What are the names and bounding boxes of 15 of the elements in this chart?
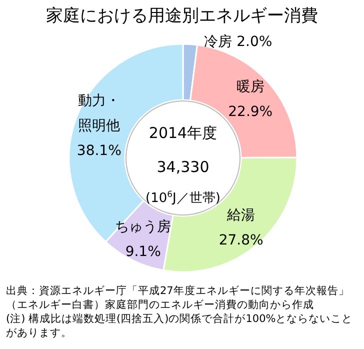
data-label: 38.1% bbox=[76, 143, 122, 160]
slice-label: ちゅう房 bbox=[115, 219, 172, 236]
text: (10$^{6}$J／世帯) bbox=[146, 189, 220, 206]
slice-label: 動力・照明他 bbox=[78, 93, 120, 134]
data-label: 22.9% bbox=[228, 104, 273, 120]
slice-label: 暖房 bbox=[236, 78, 264, 95]
text: (注) 構成比は端数処理(四捨五入)の関係で合計が100%とならないことがあります。 bbox=[6, 312, 354, 340]
slice-label: 給湯 bbox=[226, 207, 256, 224]
data-label: 9.1% bbox=[125, 244, 161, 260]
text: 2014年度 bbox=[148, 124, 218, 142]
data-label: 27.8% bbox=[218, 232, 264, 248]
chart-title: 家庭における用途別エネルギー消費 bbox=[46, 6, 318, 26]
text: 34,330 bbox=[156, 158, 210, 176]
slice-label: 冷房 2.0% bbox=[204, 34, 272, 50]
source-note: 出典：資源エネルギー庁「平成27年度エネルギーに関する年次報告」（エネルギー白書）家庭部門のエネルギー消費の動向から作成 bbox=[6, 284, 350, 312]
